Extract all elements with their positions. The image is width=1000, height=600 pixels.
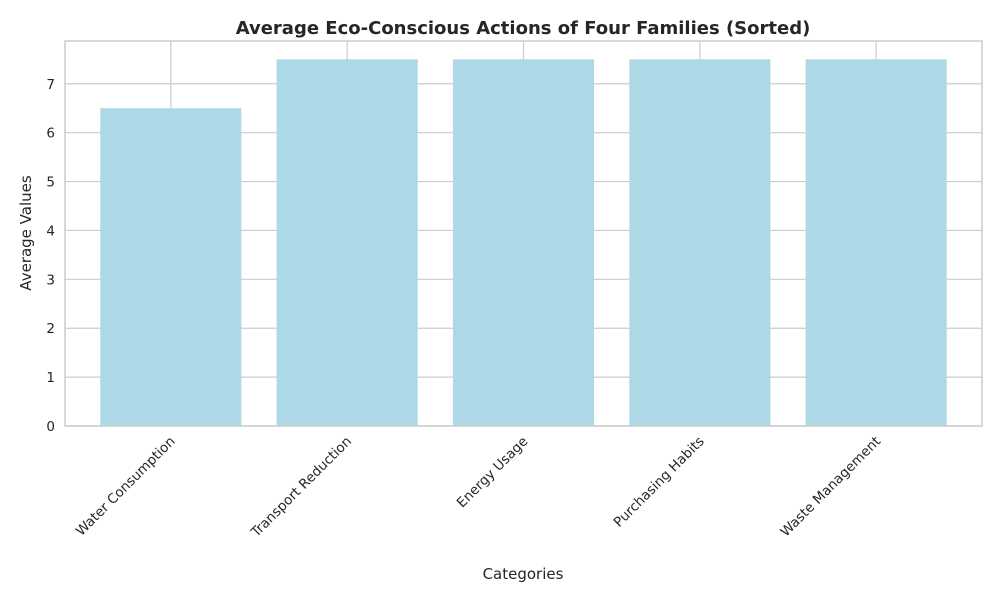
x-tick-label: Transport Reduction [247,434,355,542]
chart-title: Average Eco-Conscious Actions of Four Fa… [236,18,811,39]
x-tick-label: Energy Usage [454,434,532,512]
y-tick-label: 2 [46,321,55,337]
bar [629,59,771,426]
x-tick-label: Water Consumption [73,434,179,540]
x-tick-label: Waste Management [778,434,885,541]
y-tick-label: 4 [46,223,55,239]
plot-frame [64,40,983,427]
y-tick-label: 0 [46,419,55,435]
y-tick-label: 6 [46,126,55,142]
bar [452,59,595,426]
y-axis-label: Average Values [17,175,35,291]
x-tick-label: Purchasing Habits [611,434,708,531]
bar [100,108,242,426]
bar [276,59,418,426]
y-tick-label: 3 [46,272,55,288]
y-tick-label: 5 [46,175,55,191]
x-axis-label: Categories [483,565,564,583]
bars [100,59,947,426]
y-tick-label: 1 [46,370,55,386]
bar [805,59,947,426]
y-tick-label: 7 [46,77,55,93]
